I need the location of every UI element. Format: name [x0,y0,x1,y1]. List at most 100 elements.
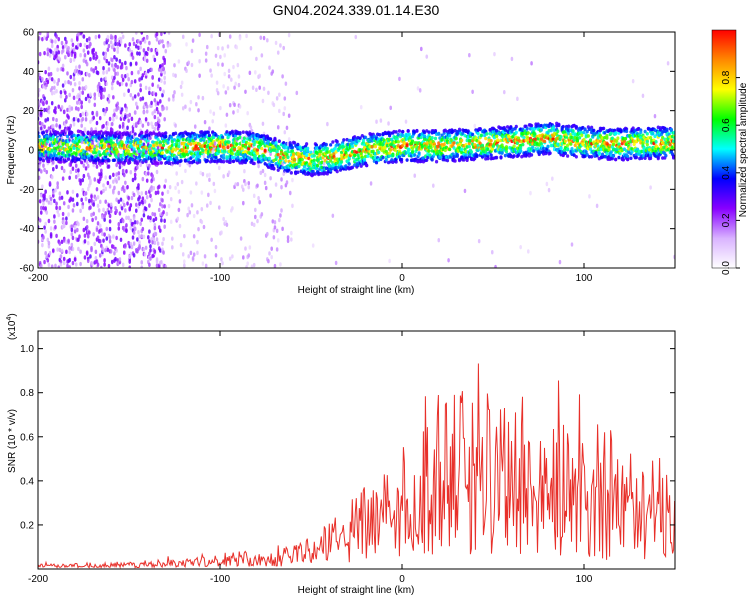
heatmap-cell [78,234,81,239]
heatmap-cell [82,216,86,222]
heatmap-cell [144,190,148,196]
heatmap-cell [118,164,122,170]
heatmap-cell [120,107,124,112]
heatmap-cell [67,212,70,217]
heatmap-cell [38,121,42,126]
heatmap-cell [394,130,398,134]
heatmap-cell [94,215,98,221]
heatmap-cell [238,104,242,109]
heatmap-cell [98,253,102,258]
heatmap-cell [256,218,259,224]
heatmap-cell [222,84,225,89]
heatmap-cell [106,47,110,52]
heatmap-cell [206,130,210,135]
heatmap-cell [397,129,402,133]
heatmap-cell [161,93,164,98]
heatmap-cell [86,234,90,239]
heatmap-cell [43,167,46,173]
heatmap-cell [334,260,338,266]
heatmap-cell [191,256,195,261]
heatmap-cell [236,62,240,68]
heatmap-cell [406,129,410,133]
heatmap-cell [178,223,182,229]
heatmap-cell [262,86,266,92]
heatmap-cell [51,167,55,172]
heatmap-cell [50,175,54,180]
heatmap-cell [102,70,105,75]
heatmap-cell [84,191,88,196]
heatmap-cell [150,47,153,53]
heatmap-cell [161,143,166,148]
heatmap-cell [79,42,82,48]
heatmap-cell [102,51,105,56]
heatmap-cell [248,245,252,250]
heatmap-cell [324,142,328,147]
heatmap-cell [50,77,54,82]
heatmap-cell [231,206,234,211]
heatmap-cell [410,150,415,154]
heatmap-cell [140,217,144,222]
heatmap-cell [151,75,154,80]
heatmap-cell [59,90,63,95]
heatmap-cell [273,225,277,230]
heatmap-cell [57,104,61,109]
heatmap-cell [44,69,47,75]
heatmap-cell [68,249,71,255]
heatmap-cell [92,115,95,121]
heatmap-cell [68,257,71,263]
heatmap-cell [58,196,62,201]
heatmap-cell [433,136,438,141]
heatmap-cell [73,69,77,74]
heatmap-cell [162,66,165,71]
heatmap-cell [47,262,51,268]
heatmap-cell [132,253,136,258]
heatmap-cell [160,260,163,265]
heatmap-cell [93,241,97,247]
heatmap-cell [98,223,102,229]
heatmap-cell [563,151,568,156]
heatmap-cell [130,70,134,76]
heatmap-cell [373,144,378,149]
heatmap-cell [212,111,216,116]
heatmap-cell [44,189,47,194]
heatmap-cell [81,111,85,116]
heatmap-cell [126,113,129,119]
heatmap-cell [605,133,609,138]
heatmap-cell [81,177,85,183]
heatmap-cell [425,54,429,59]
heatmap-cell [69,162,73,167]
heatmap-cell [84,96,88,102]
heatmap-cell [131,96,135,101]
heatmap-cell [279,43,282,48]
heatmap-cell [197,108,200,113]
heatmap-cell [122,92,126,97]
heatmap-cell [47,72,51,77]
heatmap-cell [278,92,281,97]
heatmap-cell [107,67,111,72]
heatmap-cell [149,244,152,249]
heatmap-cell [547,187,551,193]
heatmap-cell [354,34,358,40]
heatmap-cell [291,203,294,209]
heatmap-cell [67,79,70,85]
heatmap-cell [48,53,52,58]
heatmap-cell [50,149,54,153]
heatmap-cell [168,42,172,47]
heatmap-cell [81,116,85,122]
heatmap-cell [164,178,168,183]
heatmap-cell [131,177,135,183]
heatmap-cell [106,180,110,186]
heatmap-cell [151,124,154,130]
heatmap-cell [279,213,282,218]
heatmap-cell [45,129,49,134]
heatmap-cell [53,219,56,224]
heatmap-cell [110,259,114,265]
heatmap-cell [50,264,54,268]
heatmap-cell [137,39,140,44]
heatmap-cell [181,137,185,142]
heatmap-cell [116,41,120,47]
heatmap-cell [130,79,134,85]
heatmap-cell [85,159,89,165]
heatmap-cell [522,135,526,140]
heatmap-cell [452,141,456,145]
